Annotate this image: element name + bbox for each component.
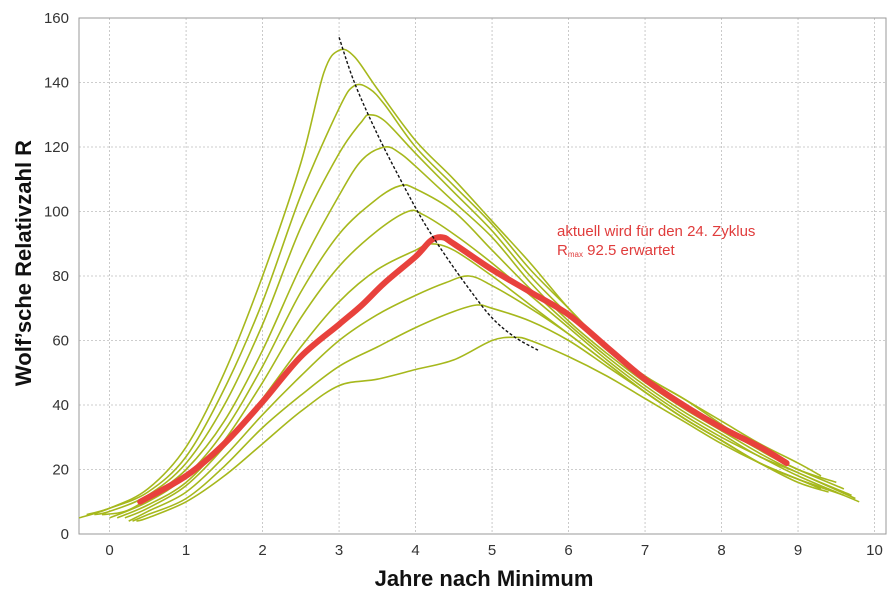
cycle-line-7	[124, 243, 845, 519]
x-tick-label: 0	[105, 542, 113, 559]
y-tick-label: 120	[44, 139, 69, 156]
predicted-series-group	[137, 234, 790, 505]
maximum-trend-line-group	[338, 37, 539, 351]
x-tick-labels: 0 1 2 3 4 5 6 7 8 9 10	[105, 542, 882, 559]
x-tick-label: 4	[411, 542, 419, 559]
y-tick-label: 100	[44, 204, 69, 221]
cycle-line-6	[116, 209, 860, 519]
annotation-rest: 92.5 erwartet	[583, 242, 676, 259]
x-tick-label: 10	[866, 542, 883, 559]
y-tick-label: 80	[52, 268, 69, 285]
cycle-line-2	[86, 83, 837, 516]
x-tick-label: 3	[335, 542, 343, 559]
annotation-r: R	[557, 242, 568, 259]
plot-area-frame	[78, 17, 887, 535]
y-tick-label: 60	[52, 333, 69, 350]
y-tick-label: 40	[52, 397, 69, 414]
x-tick-label: 5	[488, 542, 496, 559]
x-tick-label: 7	[641, 542, 649, 559]
annotation-line-2: Rmax 92.5 erwartet	[557, 242, 676, 259]
annotation-r-subscript: max	[568, 250, 583, 259]
x-tick-label: 8	[717, 542, 725, 559]
x-tick-label: 9	[794, 542, 802, 559]
predicted-cycle-24-line	[137, 234, 790, 505]
y-tick-labels: 0 20 40 60 80 100 120 140 160	[44, 10, 69, 543]
cycle-line-5	[109, 184, 856, 519]
annotation-line-1: aktuell wird für den 24. Zyklus	[557, 223, 755, 240]
y-tick-label: 160	[44, 10, 69, 27]
cycle-line-1	[78, 48, 822, 519]
x-tick-label: 2	[258, 542, 266, 559]
x-axis-title: Jahre nach Minimum	[375, 566, 594, 591]
y-tick-label: 20	[52, 462, 69, 479]
x-tick-label: 1	[182, 542, 190, 559]
cycle-series-group	[78, 48, 860, 522]
cycle-line-9	[132, 304, 829, 522]
cycle-line-10	[136, 336, 822, 522]
y-tick-label: 140	[44, 75, 69, 92]
x-tick-label: 6	[564, 542, 572, 559]
maximum-trend-line	[338, 37, 539, 351]
y-tick-label: 0	[61, 526, 69, 543]
cycle-line-8	[128, 275, 837, 522]
cycle-line-4	[101, 146, 852, 516]
y-axis-title: Wolf’sche Relativzahl R	[11, 140, 36, 386]
